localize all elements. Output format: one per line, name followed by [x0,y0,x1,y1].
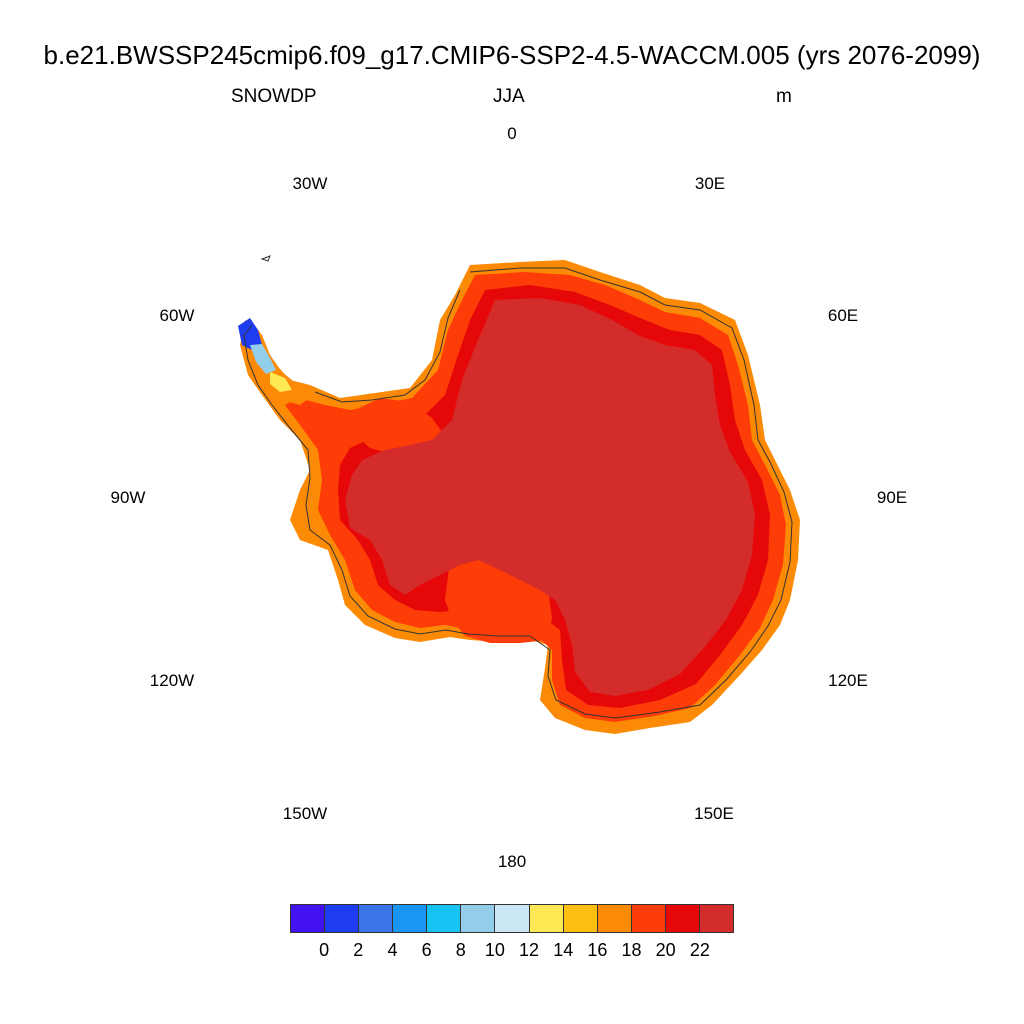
coastline [243,267,793,719]
colorbar-swatch [461,905,496,932]
colorbar-tick-label: 4 [387,940,398,960]
lon-label-120w: 120W [149,671,195,690]
colorbar-tick-label: 20 [655,940,676,960]
peninsula-blue-tip [238,318,262,350]
plot-title: b.e21.BWSSP245cmip6.f09_g17.CMIP6-SSP2-4… [43,40,981,70]
lon-label-30w: 30W [292,174,328,193]
colorbar-swatch [495,905,530,932]
colorbar-tick-label: 2 [353,940,364,960]
colorbar-tick-label: 10 [484,940,505,960]
lon-label-150w: 150W [282,804,328,823]
colorbar-tick-label: 14 [553,940,574,960]
colorbar-tick-labels: 0 2 4 6 8 10 12 14 16 18 20 22 [0,940,1024,964]
colorbar-tick-label: 16 [587,940,608,960]
colorbar-swatch [359,905,394,932]
colorbar-tick-label: 0 [319,940,330,960]
lon-label-60e: 60E [827,306,859,325]
lon-label-30e: 30E [694,174,726,193]
variable-label: SNOWDP [231,86,317,107]
colorbar-tick-label: 8 [455,940,466,960]
colorbar-swatch [393,905,428,932]
season-label: JJA [493,86,525,107]
colorbar-tick-label: 6 [421,940,432,960]
lon-label-90w: 90W [110,488,146,507]
lon-label-90e: 90E [876,488,908,507]
peninsula-lightblue [250,344,276,374]
peninsula-yellow [270,372,292,392]
colorbar-tick-label: 22 [689,940,710,960]
units-label: m [776,86,792,107]
colorbar-swatch [427,905,462,932]
colorbar-swatch [631,905,666,932]
continent-interior [345,298,755,696]
lon-label-150e: 150E [694,804,734,823]
colorbar-tick-label: 12 [519,940,540,960]
colorbar-swatch [325,905,360,932]
colorbar-swatch [699,905,734,932]
lon-label-0: 0 [507,124,517,143]
colorbar [290,904,734,933]
lon-label-120e: 120E [828,671,868,690]
lon-label-180: 180 [497,852,527,871]
colorbar-tick-label: 18 [621,940,642,960]
lon-label-60w: 60W [159,306,195,325]
colorbar-swatch [665,905,700,932]
colorbar-swatch [597,905,632,932]
colorbar-swatch [291,905,326,932]
colorbar-swatch [529,905,564,932]
colorbar-swatch [563,905,598,932]
small-island [260,255,271,262]
